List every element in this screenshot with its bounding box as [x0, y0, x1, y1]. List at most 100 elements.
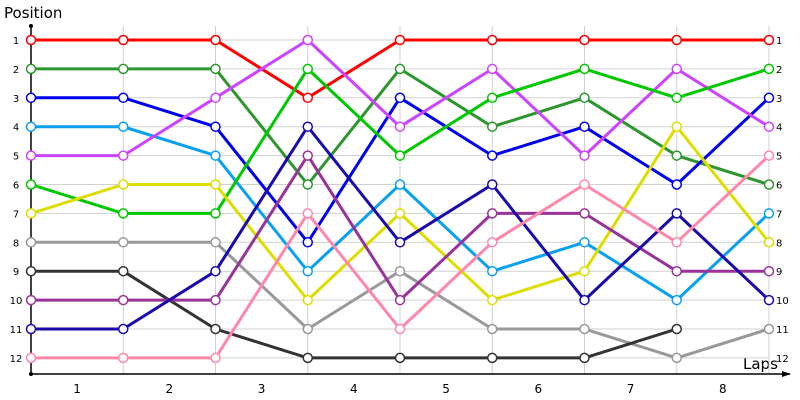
- data-point-marker: [671, 34, 682, 46]
- y-tick-label-right: 3: [776, 94, 782, 105]
- y-tick-label-right: 10: [776, 296, 789, 307]
- data-point-marker: [302, 179, 313, 190]
- data-point-marker: [763, 121, 775, 132]
- data-point-marker: [25, 179, 37, 190]
- data-point-marker: [671, 92, 682, 104]
- data-point-marker: [210, 179, 221, 190]
- data-point-marker: [302, 92, 313, 104]
- x-tick-label: 7: [627, 382, 635, 396]
- data-point-marker: [487, 294, 498, 306]
- data-point-marker: [579, 150, 590, 161]
- data-point-marker: [210, 323, 221, 335]
- data-point-marker: [210, 352, 221, 364]
- data-point-marker: [118, 179, 129, 190]
- data-point-marker: [671, 352, 682, 364]
- data-point-marker: [579, 208, 590, 219]
- data-point-marker: [671, 294, 682, 306]
- data-point-marker: [394, 208, 406, 219]
- data-point-marker: [25, 265, 37, 277]
- data-point-marker: [394, 63, 406, 75]
- data-point-marker: [302, 294, 313, 306]
- data-point-marker: [210, 92, 221, 104]
- data-point-marker: [394, 150, 406, 161]
- data-point-marker: [302, 63, 313, 75]
- grid: [31, 26, 770, 374]
- data-point-marker: [118, 121, 129, 132]
- data-point-marker: [394, 237, 406, 248]
- data-point-marker: [579, 92, 590, 104]
- data-point-marker: [210, 150, 221, 161]
- data-point-marker: [487, 179, 498, 190]
- y-tick-label-left: 5: [13, 152, 19, 163]
- x-tick-label: 2: [166, 382, 174, 396]
- data-point-marker: [302, 208, 313, 219]
- data-point-marker: [302, 323, 313, 335]
- y-tick-label-left: 2: [13, 65, 19, 76]
- data-point-marker: [302, 237, 313, 248]
- data-point-marker: [118, 294, 129, 306]
- data-point-marker: [579, 323, 590, 335]
- data-point-marker: [25, 323, 37, 335]
- data-point-marker: [210, 121, 221, 132]
- data-point-marker: [487, 237, 498, 248]
- y-tick-label-right: 9: [776, 267, 782, 278]
- data-point-marker: [487, 92, 498, 104]
- data-point-marker: [25, 294, 37, 306]
- data-point-marker: [763, 265, 775, 277]
- y-tick-label-right: 2: [776, 65, 782, 76]
- data-point-marker: [302, 352, 313, 364]
- x-tick-label: 1: [73, 382, 81, 396]
- data-point-marker: [25, 208, 37, 219]
- data-point-marker: [763, 237, 775, 248]
- data-point-marker: [579, 237, 590, 248]
- data-point-marker: [394, 34, 406, 46]
- data-point-marker: [763, 179, 775, 190]
- data-point-marker: [210, 34, 221, 46]
- y-axis-title: Position: [4, 4, 63, 22]
- y-tick-label-left: 8: [13, 238, 19, 249]
- y-tick-label-left: 7: [13, 209, 19, 220]
- data-point-marker: [579, 265, 590, 277]
- data-point-marker: [118, 265, 129, 277]
- data-point-marker: [671, 121, 682, 132]
- data-point-marker: [118, 208, 129, 219]
- y-tick-label-left: 6: [13, 181, 19, 192]
- data-point-marker: [118, 237, 129, 248]
- data-point-marker: [394, 92, 406, 104]
- data-point-marker: [118, 352, 129, 364]
- y-tick-label-left: 4: [13, 123, 19, 134]
- data-point-marker: [394, 121, 406, 132]
- data-point-marker: [302, 265, 313, 277]
- data-point-marker: [302, 150, 313, 161]
- y-tick-label-right: 6: [776, 181, 782, 192]
- data-point-marker: [118, 92, 129, 104]
- x-tick-label: 6: [535, 382, 543, 396]
- y-tick-label-right: 4: [776, 123, 782, 134]
- data-point-marker: [763, 208, 775, 219]
- data-point-marker: [210, 208, 221, 219]
- data-point-marker: [763, 63, 775, 75]
- data-point-marker: [302, 34, 313, 46]
- data-point-marker: [25, 150, 37, 161]
- data-point-marker: [579, 294, 590, 306]
- data-point-marker: [671, 63, 682, 75]
- y-tick-label-right: 8: [776, 238, 782, 249]
- data-point-marker: [671, 208, 682, 219]
- x-tick-label: 4: [350, 382, 358, 396]
- y-tick-label-left: 1: [13, 36, 19, 47]
- data-point-marker: [487, 265, 498, 277]
- data-point-marker: [210, 265, 221, 277]
- data-point-marker: [25, 121, 37, 132]
- x-tick-label: 3: [258, 382, 266, 396]
- data-point-marker: [579, 352, 590, 364]
- data-point-marker: [210, 294, 221, 306]
- data-point-marker: [671, 179, 682, 190]
- data-point-marker: [579, 121, 590, 132]
- data-point-marker: [763, 294, 775, 306]
- data-point-marker: [487, 34, 498, 46]
- data-point-marker: [763, 150, 775, 161]
- x-tick-label: 5: [442, 382, 450, 396]
- data-point-marker: [671, 265, 682, 277]
- data-point-marker: [487, 121, 498, 132]
